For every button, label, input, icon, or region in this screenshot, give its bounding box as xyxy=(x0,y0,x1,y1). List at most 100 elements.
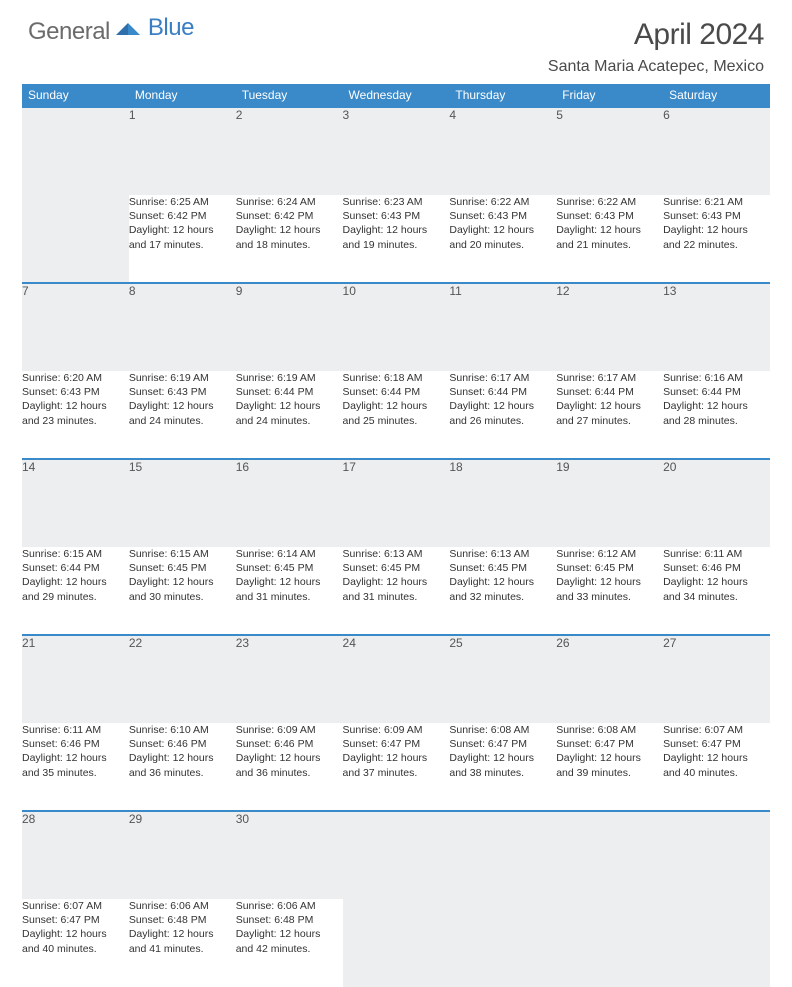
day-content-cell: Sunrise: 6:25 AMSunset: 6:42 PMDaylight:… xyxy=(129,195,236,283)
day-content-cell xyxy=(22,195,129,283)
day-dl2: and 26 minutes. xyxy=(449,414,556,428)
day-sunset: Sunset: 6:43 PM xyxy=(663,209,770,223)
day-dl2: and 40 minutes. xyxy=(22,942,129,956)
day-number-cell: 18 xyxy=(449,459,556,547)
day-dl2: and 24 minutes. xyxy=(236,414,343,428)
day-dl1: Daylight: 12 hours xyxy=(129,399,236,413)
day-sunset: Sunset: 6:48 PM xyxy=(129,913,236,927)
day-number-cell: 9 xyxy=(236,283,343,371)
day-dl1: Daylight: 12 hours xyxy=(22,927,129,941)
logo: General Blue xyxy=(28,18,194,46)
day-dl1: Daylight: 12 hours xyxy=(343,751,450,765)
day-dl1: Daylight: 12 hours xyxy=(236,927,343,941)
day-header: Thursday xyxy=(449,84,556,107)
week-content-row: Sunrise: 6:11 AMSunset: 6:46 PMDaylight:… xyxy=(22,723,770,811)
day-content-cell: Sunrise: 6:13 AMSunset: 6:45 PMDaylight:… xyxy=(343,547,450,635)
day-number-cell: 12 xyxy=(556,283,663,371)
day-number-cell: 1 xyxy=(129,107,236,195)
day-sunset: Sunset: 6:42 PM xyxy=(129,209,236,223)
day-sunset: Sunset: 6:46 PM xyxy=(22,737,129,751)
day-dl1: Daylight: 12 hours xyxy=(663,223,770,237)
day-header: Tuesday xyxy=(236,84,343,107)
day-number-cell: 27 xyxy=(663,635,770,723)
calendar-table: Sunday Monday Tuesday Wednesday Thursday… xyxy=(22,84,770,987)
day-dl2: and 28 minutes. xyxy=(663,414,770,428)
day-dl2: and 31 minutes. xyxy=(343,590,450,604)
day-dl2: and 34 minutes. xyxy=(663,590,770,604)
day-content-cell: Sunrise: 6:12 AMSunset: 6:45 PMDaylight:… xyxy=(556,547,663,635)
day-dl2: and 31 minutes. xyxy=(236,590,343,604)
day-content-cell: Sunrise: 6:14 AMSunset: 6:45 PMDaylight:… xyxy=(236,547,343,635)
day-sunset: Sunset: 6:47 PM xyxy=(22,913,129,927)
day-sunrise: Sunrise: 6:13 AM xyxy=(449,547,556,561)
title-block: April 2024 Santa Maria Acatepec, Mexico xyxy=(548,18,764,76)
day-sunrise: Sunrise: 6:23 AM xyxy=(343,195,450,209)
day-sunset: Sunset: 6:44 PM xyxy=(556,385,663,399)
day-content-cell: Sunrise: 6:09 AMSunset: 6:46 PMDaylight:… xyxy=(236,723,343,811)
day-content-cell: Sunrise: 6:08 AMSunset: 6:47 PMDaylight:… xyxy=(556,723,663,811)
day-number-cell: 13 xyxy=(663,283,770,371)
day-sunrise: Sunrise: 6:08 AM xyxy=(556,723,663,737)
day-number-cell: 2 xyxy=(236,107,343,195)
page-header: General Blue April 2024 Santa Maria Acat… xyxy=(0,0,792,84)
day-content-cell: Sunrise: 6:06 AMSunset: 6:48 PMDaylight:… xyxy=(236,899,343,987)
day-dl1: Daylight: 12 hours xyxy=(449,575,556,589)
day-number-cell: 21 xyxy=(22,635,129,723)
day-sunset: Sunset: 6:44 PM xyxy=(22,561,129,575)
day-content-cell: Sunrise: 6:13 AMSunset: 6:45 PMDaylight:… xyxy=(449,547,556,635)
day-sunset: Sunset: 6:44 PM xyxy=(236,385,343,399)
day-sunrise: Sunrise: 6:07 AM xyxy=(22,899,129,913)
day-sunset: Sunset: 6:47 PM xyxy=(343,737,450,751)
day-sunrise: Sunrise: 6:06 AM xyxy=(129,899,236,913)
day-content-cell: Sunrise: 6:06 AMSunset: 6:48 PMDaylight:… xyxy=(129,899,236,987)
day-dl2: and 32 minutes. xyxy=(449,590,556,604)
day-content-cell: Sunrise: 6:22 AMSunset: 6:43 PMDaylight:… xyxy=(449,195,556,283)
day-number-cell: 28 xyxy=(22,811,129,899)
day-sunrise: Sunrise: 6:12 AM xyxy=(556,547,663,561)
location-label: Santa Maria Acatepec, Mexico xyxy=(548,58,764,76)
day-sunrise: Sunrise: 6:22 AM xyxy=(449,195,556,209)
day-number-cell: 5 xyxy=(556,107,663,195)
day-sunrise: Sunrise: 6:07 AM xyxy=(663,723,770,737)
day-sunset: Sunset: 6:45 PM xyxy=(129,561,236,575)
day-header-row: Sunday Monday Tuesday Wednesday Thursday… xyxy=(22,84,770,107)
day-dl2: and 19 minutes. xyxy=(343,238,450,252)
day-number-cell xyxy=(343,811,450,899)
day-sunset: Sunset: 6:43 PM xyxy=(129,385,236,399)
day-sunset: Sunset: 6:48 PM xyxy=(236,913,343,927)
day-content-cell: Sunrise: 6:11 AMSunset: 6:46 PMDaylight:… xyxy=(22,723,129,811)
day-dl1: Daylight: 12 hours xyxy=(663,751,770,765)
day-sunset: Sunset: 6:43 PM xyxy=(343,209,450,223)
day-dl2: and 33 minutes. xyxy=(556,590,663,604)
day-sunrise: Sunrise: 6:25 AM xyxy=(129,195,236,209)
day-dl1: Daylight: 12 hours xyxy=(22,751,129,765)
day-sunrise: Sunrise: 6:19 AM xyxy=(129,371,236,385)
week-content-row: Sunrise: 6:20 AMSunset: 6:43 PMDaylight:… xyxy=(22,371,770,459)
day-dl2: and 17 minutes. xyxy=(129,238,236,252)
day-sunset: Sunset: 6:44 PM xyxy=(663,385,770,399)
day-sunrise: Sunrise: 6:11 AM xyxy=(22,723,129,737)
day-content-cell: Sunrise: 6:17 AMSunset: 6:44 PMDaylight:… xyxy=(556,371,663,459)
day-dl2: and 40 minutes. xyxy=(663,766,770,780)
day-header: Monday xyxy=(129,84,236,107)
day-number-cell xyxy=(663,811,770,899)
day-sunset: Sunset: 6:45 PM xyxy=(556,561,663,575)
logo-mark-icon xyxy=(116,21,140,44)
day-dl2: and 20 minutes. xyxy=(449,238,556,252)
day-content-cell: Sunrise: 6:11 AMSunset: 6:46 PMDaylight:… xyxy=(663,547,770,635)
day-content-cell: Sunrise: 6:07 AMSunset: 6:47 PMDaylight:… xyxy=(663,723,770,811)
day-dl2: and 23 minutes. xyxy=(22,414,129,428)
day-sunrise: Sunrise: 6:14 AM xyxy=(236,547,343,561)
day-number-cell: 7 xyxy=(22,283,129,371)
day-content-cell: Sunrise: 6:15 AMSunset: 6:45 PMDaylight:… xyxy=(129,547,236,635)
day-number-cell: 14 xyxy=(22,459,129,547)
day-content-cell: Sunrise: 6:24 AMSunset: 6:42 PMDaylight:… xyxy=(236,195,343,283)
day-dl2: and 21 minutes. xyxy=(556,238,663,252)
day-sunset: Sunset: 6:45 PM xyxy=(236,561,343,575)
day-number-cell: 3 xyxy=(343,107,450,195)
day-dl1: Daylight: 12 hours xyxy=(556,223,663,237)
day-dl1: Daylight: 12 hours xyxy=(556,751,663,765)
day-content-cell: Sunrise: 6:20 AMSunset: 6:43 PMDaylight:… xyxy=(22,371,129,459)
day-content-cell: Sunrise: 6:23 AMSunset: 6:43 PMDaylight:… xyxy=(343,195,450,283)
day-number-cell: 4 xyxy=(449,107,556,195)
